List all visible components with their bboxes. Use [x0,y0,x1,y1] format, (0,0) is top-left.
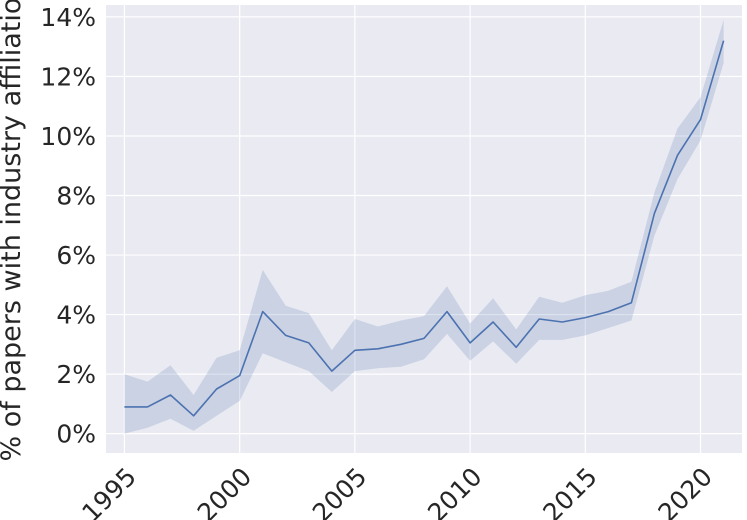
y-tick-label: 8% [56,182,96,211]
x-tick-label: 2015 [537,462,602,520]
series-line [124,40,725,417]
y-axis-label: % of papers with industry affiliation [0,0,27,462]
x-tick-label: 2000 [192,462,257,520]
x-axis-ticks: 1995 2000 2005 2010 2015 2020 [76,462,718,520]
y-tick-label: 14% [40,3,96,32]
y-tick-label: 12% [40,62,96,91]
y-axis-ticks: 0% 2% 4% 6% 8% 10% 12% 14% [40,3,96,449]
y-tick-label: 0% [56,420,96,449]
y-tick-label: 6% [56,241,96,270]
y-tick-label: 4% [56,301,96,330]
plot-area [106,5,742,453]
x-tick-label: 2010 [422,462,487,520]
y-tick-label: 10% [40,122,96,151]
y-tick-label: 2% [56,360,96,389]
x-tick-label: 1995 [76,462,141,520]
x-tick-label: 2020 [653,462,718,520]
confidence-band [124,19,724,434]
x-tick-label: 2005 [307,462,372,520]
grid [106,5,742,453]
